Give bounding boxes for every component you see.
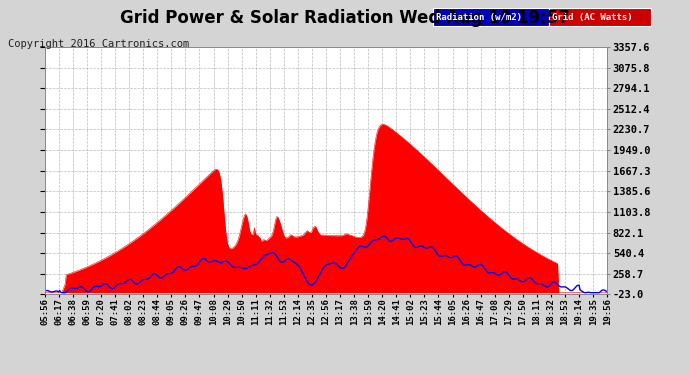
Text: Grid Power & Solar Radiation Wed Aug 10 19:57: Grid Power & Solar Radiation Wed Aug 10 … <box>120 9 570 27</box>
Text: Grid (AC Watts): Grid (AC Watts) <box>552 13 633 22</box>
Text: Copyright 2016 Cartronics.com: Copyright 2016 Cartronics.com <box>8 39 190 50</box>
Text: Radiation (w/m2): Radiation (w/m2) <box>436 13 522 22</box>
